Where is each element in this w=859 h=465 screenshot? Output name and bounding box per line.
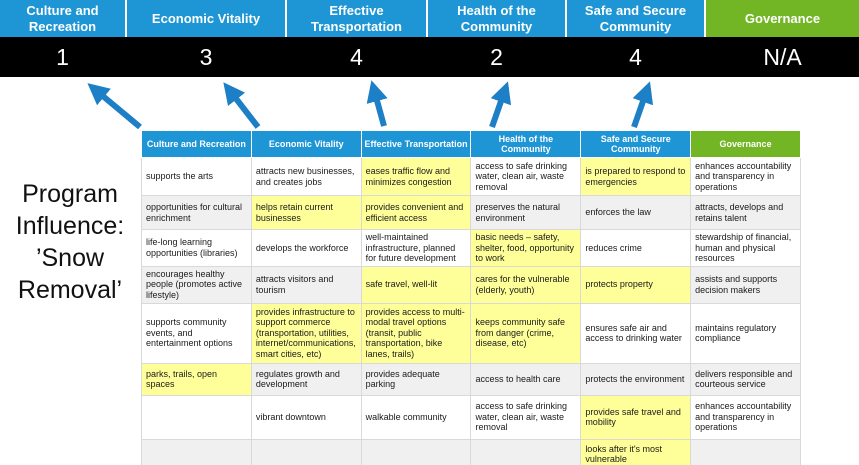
matrix-cell-highlighted: provides safe travel and mobility	[581, 395, 691, 439]
matrix-cell: enforces the law	[581, 196, 691, 230]
priority-header-1: Culture and Recreation	[0, 0, 125, 37]
priority-header-label: Culture and Recreation	[10, 3, 115, 34]
matrix-cell-highlighted: provides convenient and efficient access	[361, 196, 471, 230]
matrix-cell-highlighted: provides access to multi-modal travel op…	[361, 303, 471, 363]
priority-score-1: 1	[0, 37, 125, 77]
matrix-cell: access to safe drinking water, clean air…	[471, 158, 581, 196]
up-arrow-5	[634, 87, 648, 127]
matrix-row-2: opportunities for cultural enrichmenthel…	[142, 196, 801, 230]
matrix-header-6: Governance	[691, 131, 801, 158]
priority-score-3: 4	[287, 37, 426, 77]
matrix-cell: vibrant downtown	[251, 395, 361, 439]
matrix-row-1: supports the artsattracts new businesses…	[142, 158, 801, 196]
matrix-cell: well-maintained infrastructure, planned …	[361, 230, 471, 267]
priority-score-row: 13424N/A	[0, 37, 859, 77]
matrix-cell: access to health care	[471, 363, 581, 395]
priority-header-6: Governance	[706, 0, 859, 37]
matrix-row-7: vibrant downtownwalkable communityaccess…	[142, 395, 801, 439]
matrix-row-3: life-long learning opportunities (librar…	[142, 230, 801, 267]
influence-matrix: Culture and RecreationEconomic VitalityE…	[141, 130, 801, 465]
matrix-cell-highlighted: eases traffic flow and minimizes congest…	[361, 158, 471, 196]
matrix-cell: stewardship of financial, human and phys…	[691, 230, 801, 267]
priority-score-6: N/A	[706, 37, 859, 77]
matrix-cell: attracts visitors and tourism	[251, 266, 361, 303]
matrix-cell: provides adequate parking	[361, 363, 471, 395]
priority-score-5: 4	[567, 37, 704, 77]
matrix-cell	[361, 439, 471, 465]
program-influence-label: Program Influence: ’Snow Removal’	[2, 178, 138, 306]
matrix-cell	[691, 439, 801, 465]
matrix-cell: attracts new businesses, and creates job…	[251, 158, 361, 196]
matrix-row-6: parks, trails, open spacesregulates grow…	[142, 363, 801, 395]
matrix-cell: protects the environment	[581, 363, 691, 395]
priority-header-row: Culture and Recreation Economic Vitality E…	[0, 0, 859, 37]
matrix-body: supports the artsattracts new businesses…	[142, 158, 801, 465]
matrix-cell: enhances accountability and transparency…	[691, 158, 801, 196]
matrix-cell-highlighted: cares for the vulnerable (elderly, youth…	[471, 266, 581, 303]
matrix-cell-highlighted: parks, trails, open spaces	[142, 363, 252, 395]
matrix-row-4: encourages healthy people (promotes acti…	[142, 266, 801, 303]
matrix-cell	[251, 439, 361, 465]
matrix-header-1: Culture and Recreation	[142, 131, 252, 158]
matrix-cell: assists and supports decision makers	[691, 266, 801, 303]
matrix-cell: enhances accountability and transparency…	[691, 395, 801, 439]
matrix-header-2: Economic Vitality	[251, 131, 361, 158]
priority-header-label: Governance	[745, 11, 820, 26]
matrix-cell-highlighted: is prepared to respond to emergencies	[581, 158, 691, 196]
matrix-cell: opportunities for cultural enrichment	[142, 196, 252, 230]
matrix-cell: delivers responsible and courteous servi…	[691, 363, 801, 395]
matrix-cell: encourages healthy people (promotes acti…	[142, 266, 252, 303]
priority-header-label: Health of the Community	[438, 3, 555, 34]
matrix-header-row: Culture and RecreationEconomic VitalityE…	[142, 131, 801, 158]
matrix-cell: supports the arts	[142, 158, 252, 196]
matrix-cell-highlighted: safe travel, well-lit	[361, 266, 471, 303]
matrix-header-5: Safe and Secure Community	[581, 131, 691, 158]
matrix-cell-highlighted: helps retain current businesses	[251, 196, 361, 230]
priority-header-label: Safe and Secure Community	[577, 3, 694, 34]
up-arrow-2	[227, 87, 258, 127]
matrix-cell: attracts, develops and retains talent	[691, 196, 801, 230]
matrix-header-3: Effective Transportation	[361, 131, 471, 158]
matrix-cell: preserves the natural environment	[471, 196, 581, 230]
matrix-header-4: Health of the Community	[471, 131, 581, 158]
matrix-cell-highlighted: basic needs – safety, shelter, food, opp…	[471, 230, 581, 267]
matrix-cell: reduces crime	[581, 230, 691, 267]
up-arrow-4	[492, 87, 506, 127]
matrix-row-8: looks after it's most vulnerable	[142, 439, 801, 465]
matrix-cell-highlighted: looks after it's most vulnerable	[581, 439, 691, 465]
matrix-cell: life-long learning opportunities (librar…	[142, 230, 252, 267]
matrix-cell	[471, 439, 581, 465]
matrix-cell: ensures safe air and access to drinking …	[581, 303, 691, 363]
matrix-cell: regulates growth and development	[251, 363, 361, 395]
up-arrow-1	[92, 87, 140, 127]
matrix-head: Culture and RecreationEconomic VitalityE…	[142, 131, 801, 158]
matrix-cell: access to safe drinking water, clean air…	[471, 395, 581, 439]
priority-score-2: 3	[127, 37, 285, 77]
matrix-cell: walkable community	[361, 395, 471, 439]
influence-arrows	[0, 77, 859, 133]
matrix-cell	[142, 439, 252, 465]
priority-header-2: Economic Vitality	[127, 0, 285, 37]
matrix-cell	[142, 395, 252, 439]
priority-header-label: Economic Vitality	[152, 11, 260, 26]
matrix-cell: supports community events, and entertain…	[142, 303, 252, 363]
priority-header-label: Effective Transportation	[297, 3, 416, 34]
up-arrow-3	[373, 86, 384, 126]
slide-canvas: Culture and RecreationEconomic VitalityE…	[0, 0, 859, 465]
matrix-cell: develops the workforce	[251, 230, 361, 267]
priority-header-3: Effective Transportation	[287, 0, 426, 37]
priority-header-4: Health of the Community	[428, 0, 565, 37]
matrix-row-5: supports community events, and entertain…	[142, 303, 801, 363]
matrix-cell-highlighted: protects property	[581, 266, 691, 303]
matrix-cell-highlighted: keeps community safe from danger (crime,…	[471, 303, 581, 363]
matrix-cell-highlighted: provides infrastructure to support comme…	[251, 303, 361, 363]
matrix-cell: maintains regulatory compliance	[691, 303, 801, 363]
priority-score-4: 2	[428, 37, 565, 77]
priority-header-5: Safe and Secure Community	[567, 0, 704, 37]
